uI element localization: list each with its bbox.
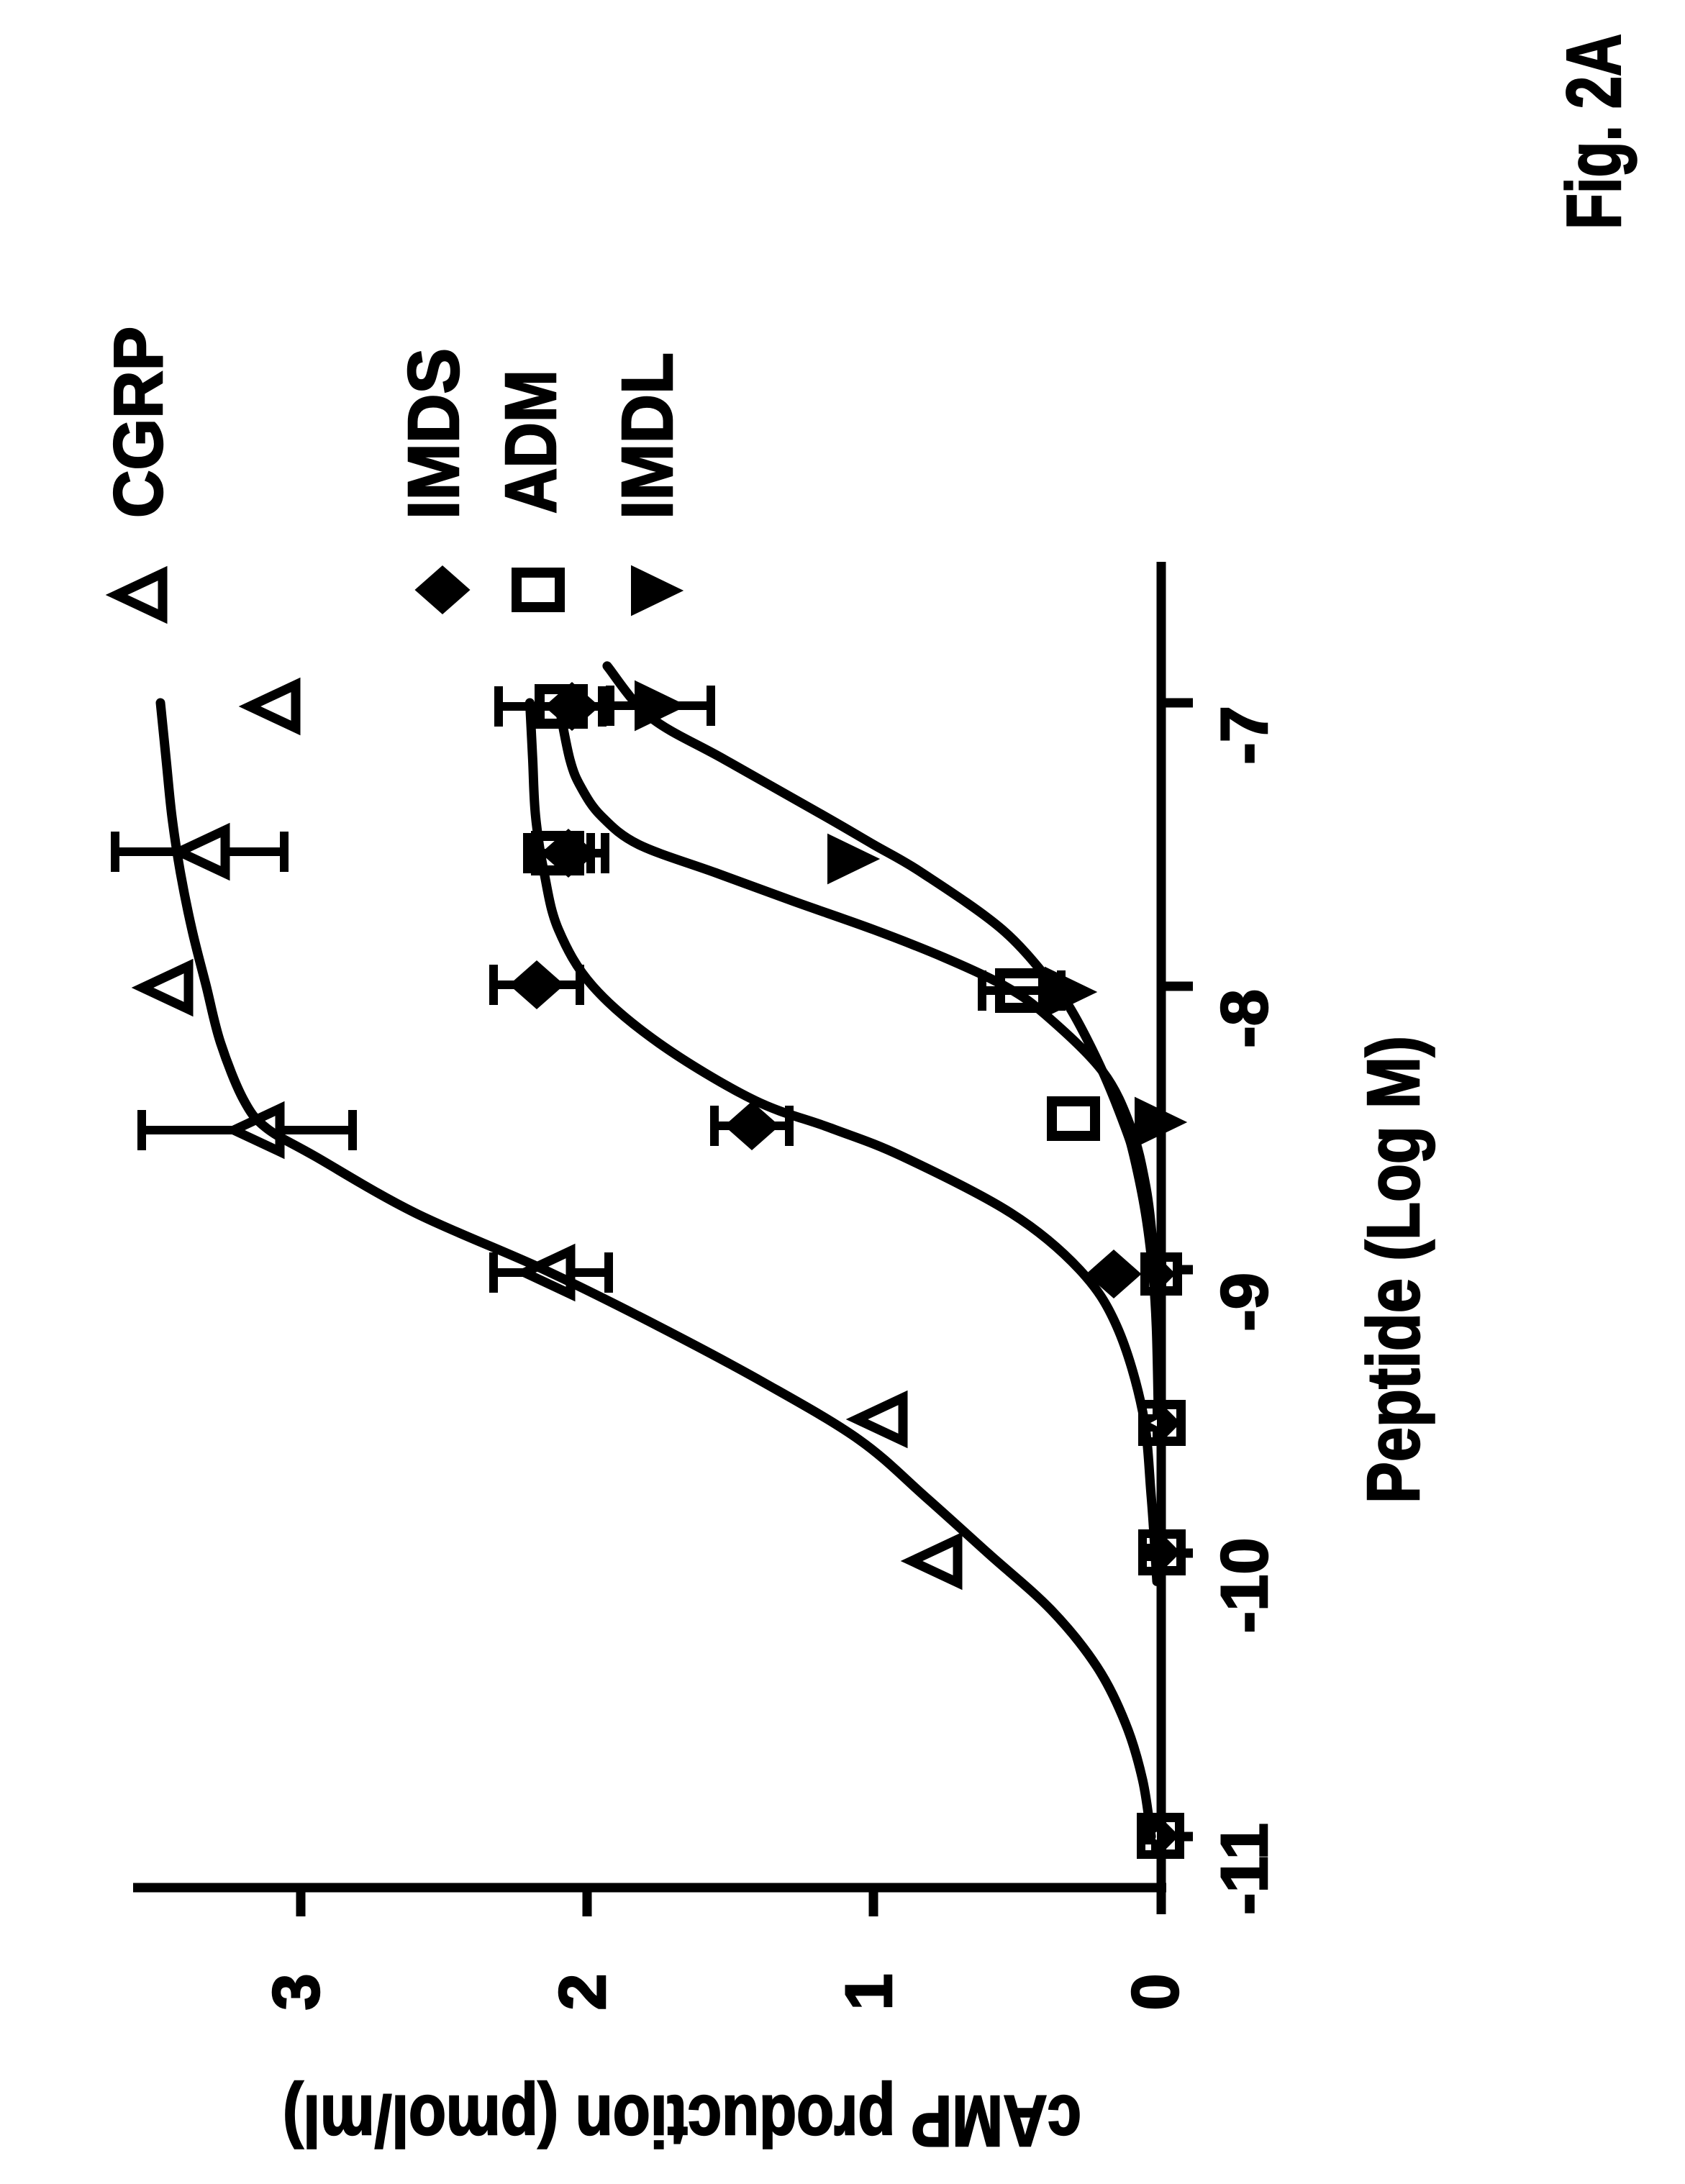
svg-text:0: 0	[1119, 1973, 1192, 2010]
svg-text:2: 2	[546, 1973, 619, 2010]
svg-text:-10: -10	[1208, 1538, 1281, 1634]
svg-text:cAMP production (pmol/ml): cAMP production (pmol/ml)	[283, 2080, 1081, 2161]
svg-text:-9: -9	[1208, 1273, 1281, 1332]
svg-text:IMDS: IMDS	[394, 348, 474, 519]
svg-text:-11: -11	[1208, 1823, 1281, 1915]
svg-text:CGRP: CGRP	[100, 327, 177, 518]
svg-text:-8: -8	[1208, 989, 1281, 1048]
svg-text:3: 3	[260, 1973, 333, 2010]
svg-text:1: 1	[832, 1973, 906, 2010]
svg-text:-7: -7	[1208, 706, 1281, 765]
svg-text:Peptide (Log M): Peptide (Log M)	[1352, 1036, 1435, 1503]
svg-text:ADM: ADM	[491, 370, 571, 514]
svg-text:IMDL: IMDL	[607, 352, 688, 519]
svg-text:Fig. 2A: Fig. 2A	[1550, 34, 1637, 229]
